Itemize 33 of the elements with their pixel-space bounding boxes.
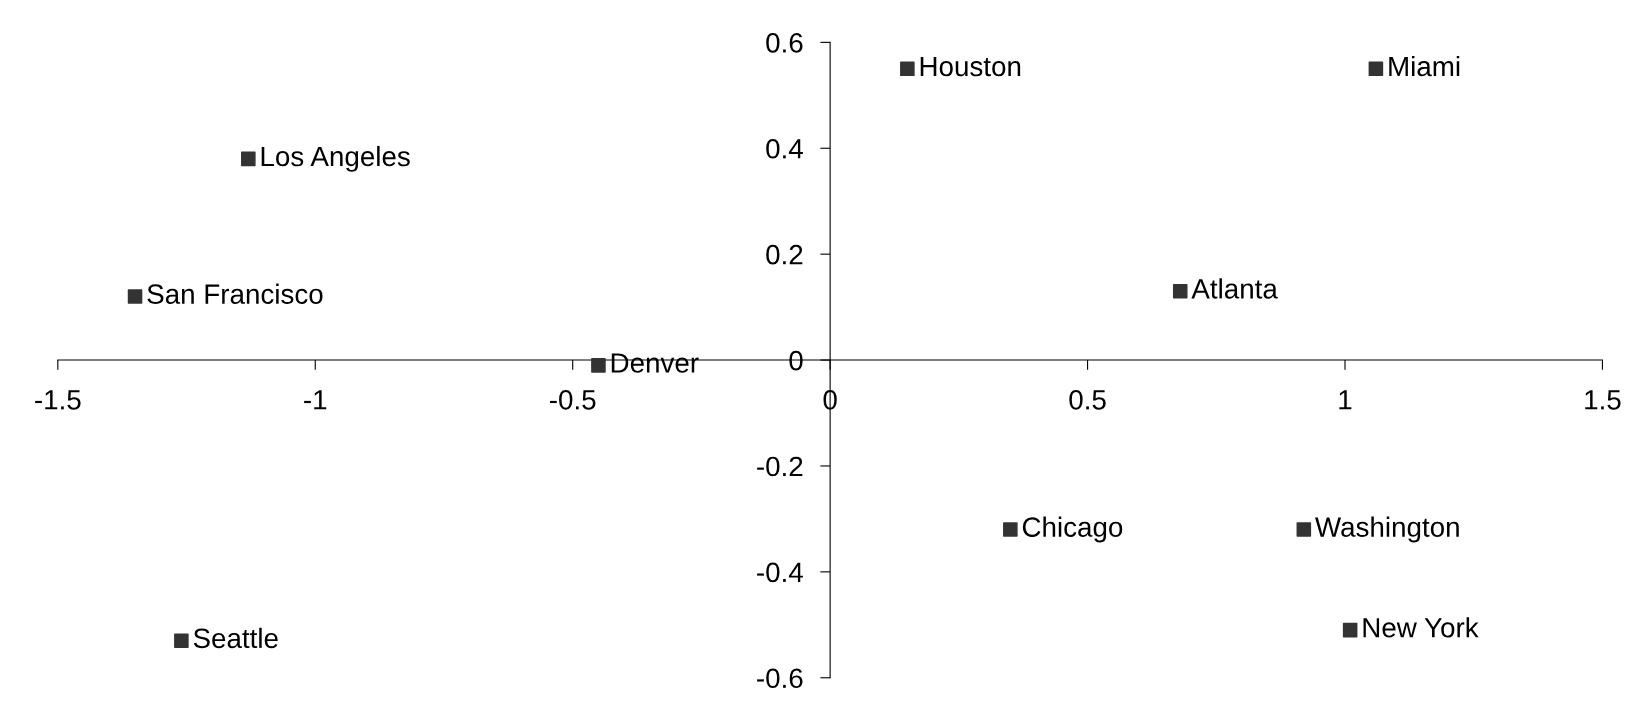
annotation: Los Angeles <box>261 145 410 172</box>
x-tick-label: -1 <box>304 390 327 410</box>
point <box>591 358 606 373</box>
annotation: Chicago <box>1022 516 1123 543</box>
point <box>900 61 915 77</box>
y-tick-label: 0.6 <box>766 33 803 53</box>
y-tick-label: -0.6 <box>757 668 803 689</box>
point <box>241 151 256 167</box>
point <box>1003 522 1018 537</box>
point <box>174 633 189 648</box>
y-tick-label: 0 <box>789 350 803 371</box>
y-tick-label: -0.2 <box>757 456 803 477</box>
annotation: San Francisco <box>147 283 323 304</box>
point <box>1368 61 1384 77</box>
point <box>1296 522 1312 537</box>
annotation: Washington <box>1315 516 1459 543</box>
annotation: Houston <box>920 56 1021 77</box>
point <box>1172 283 1188 299</box>
y-tick-label: 0.4 <box>766 138 803 159</box>
point <box>1342 622 1358 638</box>
x-tick-label: -1.5 <box>35 390 81 410</box>
annotation: New York <box>1363 617 1479 638</box>
annotation: Seattle <box>193 627 278 649</box>
x-tick-label: -0.5 <box>550 389 596 410</box>
x-tick-label: 1.5 <box>1585 390 1621 410</box>
x-tick-label: 1 <box>1339 390 1352 410</box>
point <box>127 289 143 304</box>
annotation: Miami <box>1389 55 1460 77</box>
y-tick-label: 0.2 <box>766 244 803 265</box>
annotation: Atlanta <box>1191 278 1278 299</box>
annotation: Denver <box>611 353 699 373</box>
x-tick-label: 0.5 <box>1069 389 1106 410</box>
y-tick-label: -0.4 <box>757 562 803 583</box>
